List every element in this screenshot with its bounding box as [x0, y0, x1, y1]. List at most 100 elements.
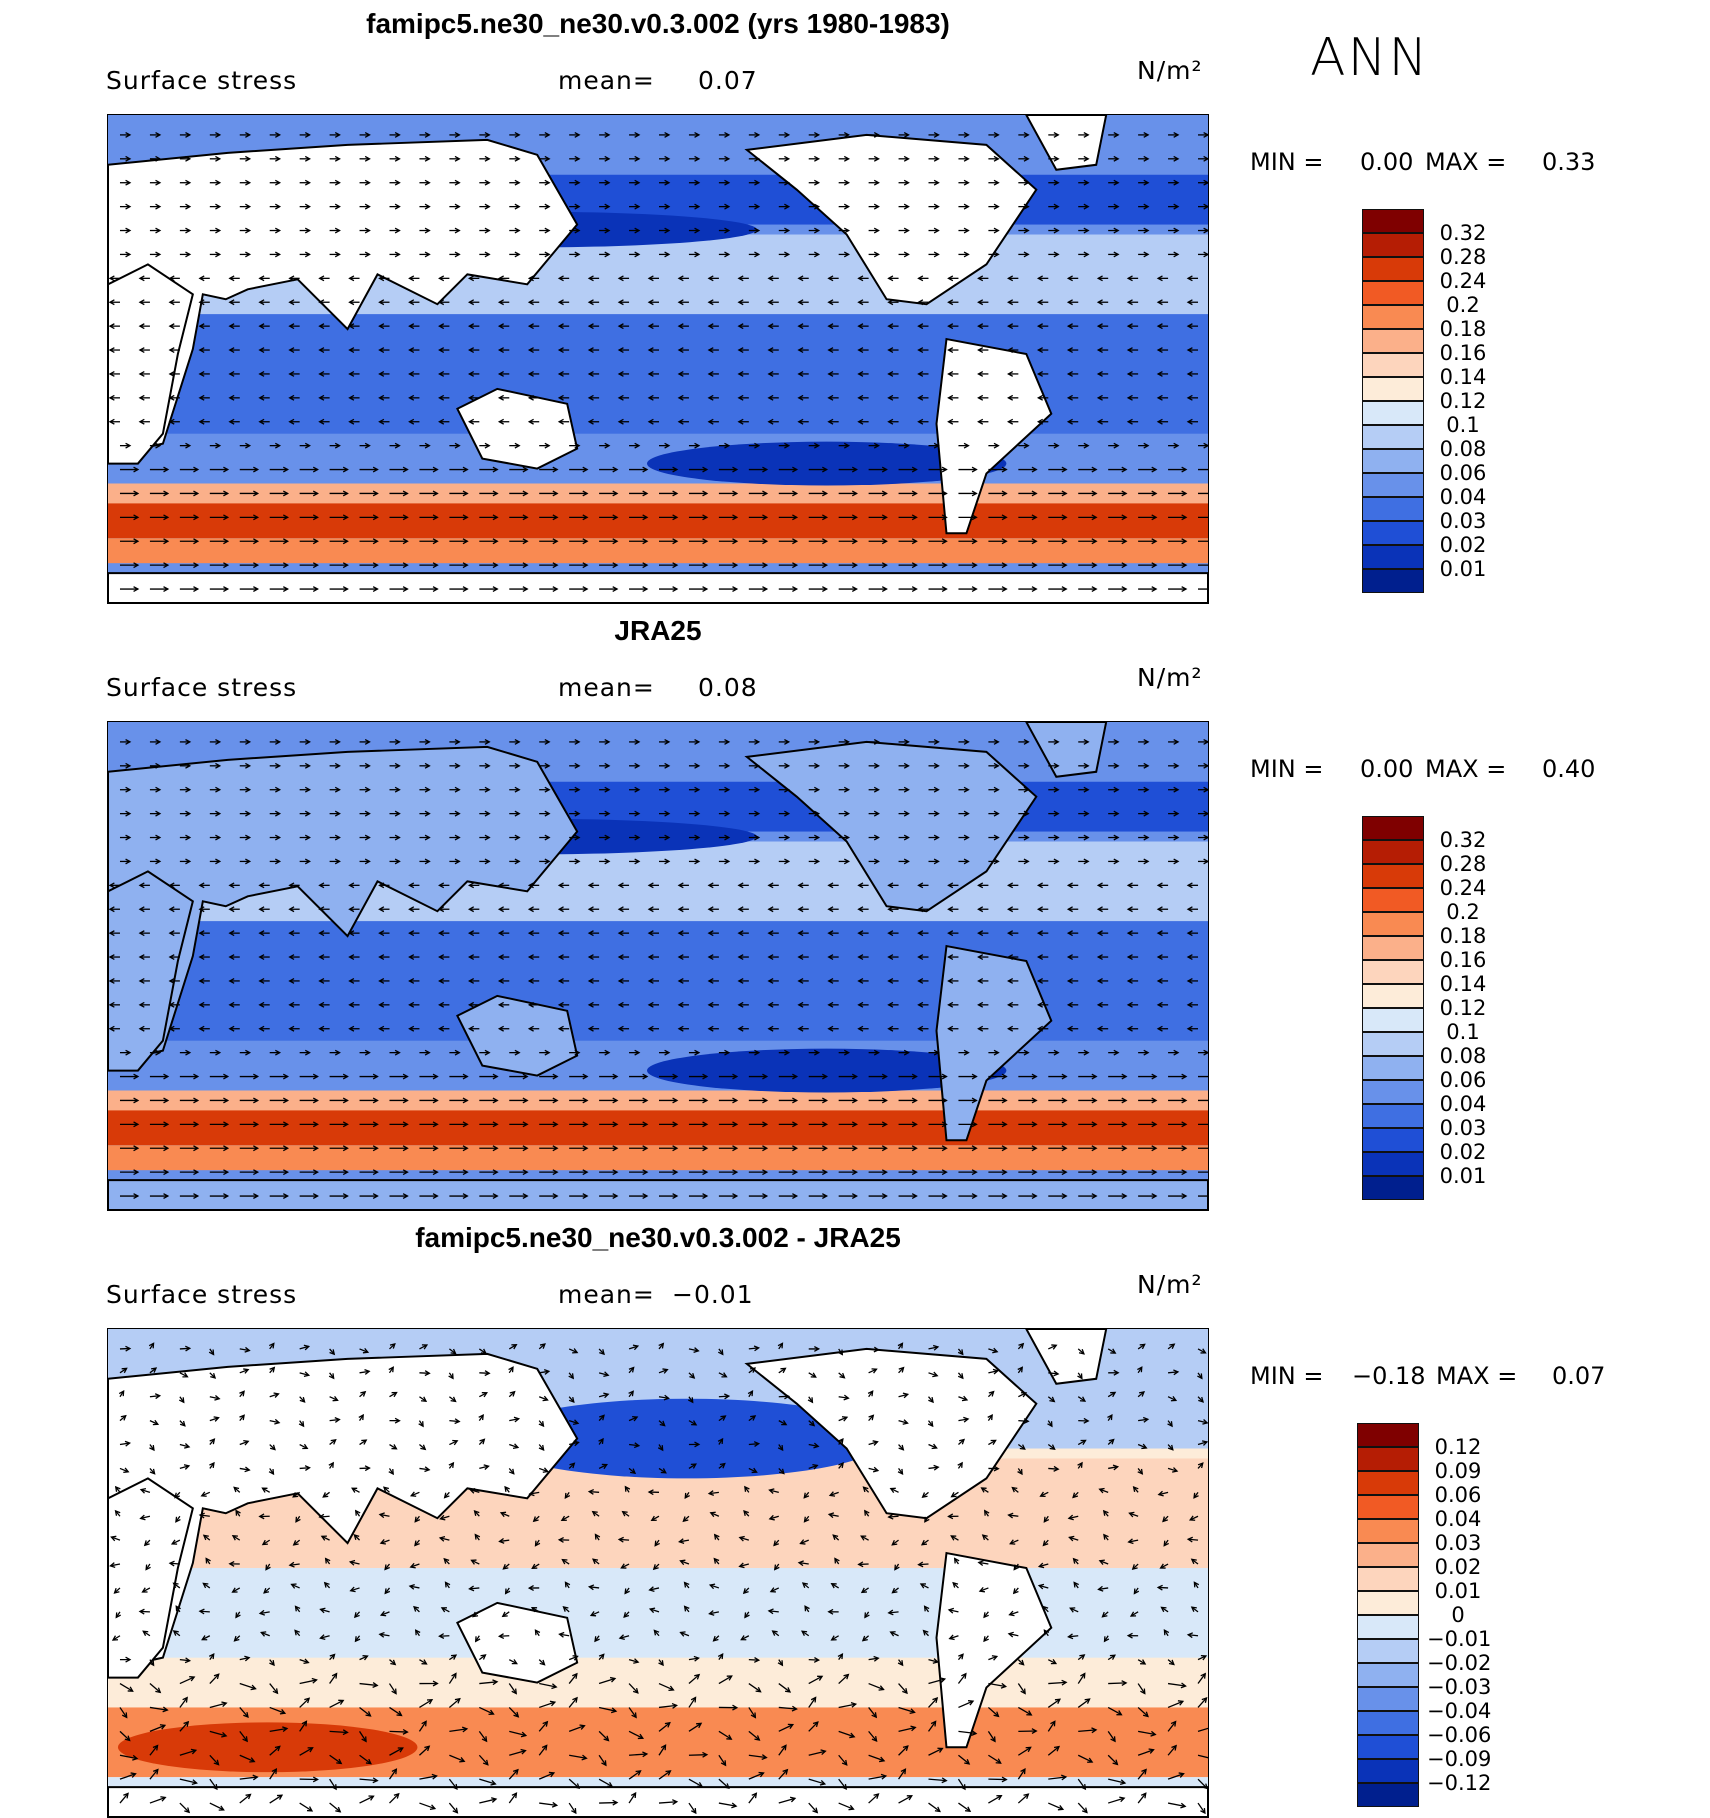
colorbar-swatch: [1357, 1447, 1419, 1471]
colorbar-tick-label: −0.03: [1427, 1675, 1489, 1699]
panel-2-field-label: Surface stress: [106, 673, 297, 702]
colorbar-tick-label: 0.08: [1432, 437, 1494, 461]
panel-1-field-label: Surface stress: [106, 66, 297, 95]
panel-3-mean-label: mean=: [558, 1280, 655, 1309]
colorbar-tick-label: 0.16: [1432, 341, 1494, 365]
contour-band: [108, 538, 1208, 563]
colorbar-tick-label: 0.14: [1432, 365, 1494, 389]
colorbar-tick-label: 0.2: [1432, 900, 1494, 924]
colorbar-swatch: [1357, 1567, 1419, 1591]
panel-3-mean-value: −0.01: [672, 1280, 754, 1309]
contour-band: [118, 1722, 417, 1772]
colorbar-swatch: [1362, 816, 1424, 840]
colorbar-swatch: [1357, 1591, 1419, 1615]
contour-band: [108, 503, 1208, 538]
colorbar-swatch: [1362, 425, 1424, 449]
colorbar-tick-label: 0.1: [1432, 413, 1494, 437]
panel-2-title: JRA25: [107, 615, 1209, 647]
colorbar-swatch: [1362, 840, 1424, 864]
colorbar-tick-label: 0.06: [1432, 461, 1494, 485]
colorbar-tick-label: 0.03: [1432, 1116, 1494, 1140]
panel-3-title: famipc5.ne30_ne30.v0.3.002 - JRA25: [107, 1222, 1209, 1254]
colorbar-swatch: [1362, 449, 1424, 473]
panel-3-units: N/m²: [1137, 1270, 1203, 1299]
colorbar-tick-label: −0.06: [1427, 1723, 1489, 1747]
colorbar-swatch: [1362, 569, 1424, 593]
stress-vector: [689, 1755, 707, 1756]
colorbar-tick-label: 0.2: [1432, 293, 1494, 317]
colorbar-swatch: [1357, 1495, 1419, 1519]
colorbar-tick-label: 0.02: [1432, 533, 1494, 557]
colorbar-tick-label: 0.32: [1432, 828, 1494, 852]
panel-1-title: famipc5.ne30_ne30.v0.3.002 (yrs 1980-198…: [107, 8, 1209, 40]
contour-band: [108, 1110, 1208, 1145]
colorbar-tick-label: −0.01: [1427, 1627, 1489, 1651]
colorbar-tick-label: 0.32: [1432, 221, 1494, 245]
colorbar-tick-label: 0.04: [1432, 485, 1494, 509]
colorbar-swatch: [1362, 233, 1424, 257]
colorbar-tick-label: 0.02: [1427, 1555, 1489, 1579]
colorbar-swatch: [1362, 912, 1424, 936]
colorbar-tick-label: 0.06: [1432, 1068, 1494, 1092]
panel-2-max-label: MAX =: [1425, 755, 1506, 783]
panel-1-map: [107, 114, 1209, 604]
colorbar-swatch: [1362, 377, 1424, 401]
colorbar-swatch: [1362, 1176, 1424, 1200]
colorbar-swatch: [1357, 1687, 1419, 1711]
colorbar-swatch: [1362, 521, 1424, 545]
colorbar-swatch: [1362, 473, 1424, 497]
colorbar-tick-label: −0.09: [1427, 1747, 1489, 1771]
colorbar-swatch: [1362, 545, 1424, 569]
colorbar-swatch: [1362, 209, 1424, 233]
colorbar-tick-label: 0.1: [1432, 1020, 1494, 1044]
colorbar-swatch: [1357, 1519, 1419, 1543]
colorbar-tick-label: 0.02: [1432, 1140, 1494, 1164]
panel-1-mean-label: mean=: [558, 66, 655, 95]
colorbar-swatch: [1362, 1008, 1424, 1032]
colorbar-swatch: [1362, 281, 1424, 305]
colorbar-tick-label: 0.18: [1432, 924, 1494, 948]
stress-vector: [599, 1803, 617, 1804]
panel-2-mean-value: 0.08: [698, 673, 758, 702]
panel-2-min-value: 0.00: [1360, 755, 1413, 783]
colorbar-swatch: [1357, 1639, 1419, 1663]
colorbar-tick-label: 0.14: [1432, 972, 1494, 996]
colorbar-tick-label: 0.01: [1427, 1579, 1489, 1603]
season-label: ANN: [1310, 28, 1429, 88]
panel-2-min-label: MIN =: [1250, 755, 1323, 783]
colorbar-tick-label: 0.04: [1432, 1092, 1494, 1116]
colorbar-swatch: [1362, 257, 1424, 281]
colorbar-tick-label: −0.04: [1427, 1699, 1489, 1723]
colorbar-swatch: [1362, 960, 1424, 984]
colorbar-tick-label: 0.01: [1432, 1164, 1494, 1188]
colorbar-swatch: [1357, 1423, 1419, 1447]
colorbar-tick-label: 0.18: [1432, 317, 1494, 341]
panel-1-min-value: 0.00: [1360, 148, 1413, 176]
colorbar-tick-label: 0.01: [1432, 557, 1494, 581]
colorbar-swatch: [1362, 1056, 1424, 1080]
colorbar-tick-label: 0.16: [1432, 948, 1494, 972]
panel-2-mean-label: mean=: [558, 673, 655, 702]
panel-1-min-label: MIN =: [1250, 148, 1323, 176]
panel-2-map: [107, 721, 1209, 1211]
colorbar-tick-label: −0.12: [1427, 1771, 1489, 1795]
colorbar-swatch: [1362, 864, 1424, 888]
coastline-antarctica: [108, 1787, 1208, 1817]
panel-3-map: [107, 1328, 1209, 1818]
colorbar-swatch: [1357, 1783, 1419, 1807]
panel-3-min-label: MIN =: [1250, 1362, 1323, 1390]
panel-2-units: N/m²: [1137, 663, 1203, 692]
colorbar-swatch: [1357, 1663, 1419, 1687]
colorbar-tick-label: 0.09: [1427, 1459, 1489, 1483]
colorbar-tick-label: −0.02: [1427, 1651, 1489, 1675]
panel-3-min-value: −0.18: [1352, 1362, 1426, 1390]
colorbar-swatch: [1357, 1471, 1419, 1495]
colorbar-swatch: [1362, 984, 1424, 1008]
colorbar-swatch: [1362, 1128, 1424, 1152]
stress-vector: [389, 1731, 407, 1732]
panel-3-max-label: MAX =: [1436, 1362, 1517, 1390]
panel-3-max-value: 0.07: [1552, 1362, 1605, 1390]
colorbar-swatch: [1362, 329, 1424, 353]
colorbar-swatch: [1362, 1104, 1424, 1128]
colorbar-tick-label: 0.12: [1427, 1435, 1489, 1459]
